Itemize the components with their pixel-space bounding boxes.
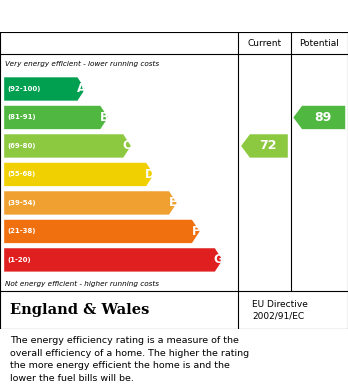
Text: 72: 72 <box>259 140 277 152</box>
Polygon shape <box>4 248 222 272</box>
Text: Not energy efficient - higher running costs: Not energy efficient - higher running co… <box>5 281 159 287</box>
Text: F: F <box>192 225 200 238</box>
Text: England & Wales: England & Wales <box>10 303 150 317</box>
Polygon shape <box>4 191 177 215</box>
Text: EU Directive
2002/91/EC: EU Directive 2002/91/EC <box>252 300 308 320</box>
Text: A: A <box>77 83 86 95</box>
Polygon shape <box>4 106 108 129</box>
Text: (69-80): (69-80) <box>7 143 35 149</box>
Text: The energy efficiency rating is a measure of the
overall efficiency of a home. T: The energy efficiency rating is a measur… <box>10 336 250 383</box>
Text: Potential: Potential <box>299 38 339 48</box>
Text: G: G <box>214 253 223 266</box>
Text: (39-54): (39-54) <box>7 200 35 206</box>
Text: D: D <box>145 168 155 181</box>
Text: 89: 89 <box>314 111 331 124</box>
Text: (1-20): (1-20) <box>7 257 31 263</box>
Text: (21-38): (21-38) <box>7 228 35 235</box>
Text: Very energy efficient - lower running costs: Very energy efficient - lower running co… <box>5 61 159 67</box>
Text: C: C <box>123 140 132 152</box>
Polygon shape <box>4 134 131 158</box>
Polygon shape <box>4 220 200 243</box>
Text: (81-91): (81-91) <box>7 115 35 120</box>
Text: (92-100): (92-100) <box>7 86 40 92</box>
Text: (55-68): (55-68) <box>7 171 35 178</box>
Text: E: E <box>169 196 177 210</box>
Polygon shape <box>241 134 288 158</box>
Text: B: B <box>100 111 109 124</box>
Polygon shape <box>4 163 154 186</box>
Text: Current: Current <box>247 38 282 48</box>
Polygon shape <box>4 77 85 100</box>
Text: Energy Efficiency Rating: Energy Efficiency Rating <box>10 9 213 23</box>
Polygon shape <box>293 106 345 129</box>
